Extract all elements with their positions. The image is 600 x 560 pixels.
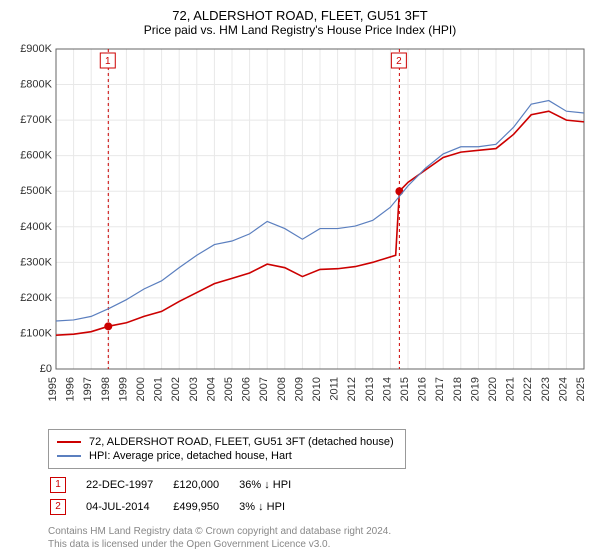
svg-text:£0: £0 <box>40 363 52 375</box>
svg-text:2020: 2020 <box>487 377 499 401</box>
table-row: 1 22-DEC-1997 £120,000 36% ↓ HPI <box>50 475 309 495</box>
svg-text:2: 2 <box>396 56 402 67</box>
svg-text:£200K: £200K <box>20 292 52 304</box>
svg-text:2003: 2003 <box>188 377 200 401</box>
footer-line: This data is licensed under the Open Gov… <box>48 538 592 551</box>
txn-diff: 3% ↓ HPI <box>239 497 309 517</box>
svg-text:2021: 2021 <box>505 377 517 401</box>
transaction-table: 1 22-DEC-1997 £120,000 36% ↓ HPI 2 04-JU… <box>48 473 311 519</box>
svg-text:1997: 1997 <box>82 377 94 401</box>
svg-text:2019: 2019 <box>469 377 481 401</box>
chart-area: £0 £100K £200K £300K £400K £500K £600K £700K £80… <box>8 43 592 423</box>
svg-text:£500K: £500K <box>20 185 52 197</box>
svg-text:2001: 2001 <box>153 377 165 401</box>
svg-text:1996: 1996 <box>65 377 77 401</box>
svg-text:2014: 2014 <box>381 377 393 401</box>
svg-text:2009: 2009 <box>293 377 305 401</box>
annotation-marker: 1 <box>50 477 66 493</box>
svg-text:2025: 2025 <box>575 377 587 401</box>
svg-text:1995: 1995 <box>47 377 59 401</box>
svg-text:2018: 2018 <box>452 377 464 401</box>
legend-label: 72, ALDERSHOT ROAD, FLEET, GU51 3FT (det… <box>89 436 394 448</box>
svg-text:2006: 2006 <box>241 377 253 401</box>
svg-text:£800K: £800K <box>20 79 52 91</box>
annotation-marker: 2 <box>50 499 66 515</box>
svg-text:2022: 2022 <box>522 377 534 401</box>
svg-text:2023: 2023 <box>540 377 552 401</box>
legend-row: 72, ALDERSHOT ROAD, FLEET, GU51 3FT (det… <box>57 436 397 448</box>
svg-text:2012: 2012 <box>346 377 358 401</box>
svg-text:2011: 2011 <box>329 377 341 401</box>
legend-swatch <box>57 455 81 457</box>
svg-text:£100K: £100K <box>20 327 52 339</box>
svg-text:£600K: £600K <box>20 150 52 162</box>
svg-text:1: 1 <box>105 56 111 67</box>
svg-text:2000: 2000 <box>135 377 147 401</box>
svg-text:2002: 2002 <box>170 377 182 401</box>
chart-subtitle: Price paid vs. HM Land Registry's House … <box>8 23 592 37</box>
txn-date: 04-JUL-2014 <box>86 497 171 517</box>
svg-text:£700K: £700K <box>20 114 52 126</box>
svg-text:2007: 2007 <box>258 377 270 401</box>
svg-text:2010: 2010 <box>311 377 323 401</box>
footer-line: Contains HM Land Registry data © Crown c… <box>48 525 592 538</box>
legend: 72, ALDERSHOT ROAD, FLEET, GU51 3FT (det… <box>48 429 406 469</box>
svg-text:2017: 2017 <box>434 377 446 401</box>
svg-text:2013: 2013 <box>364 377 376 401</box>
table-row: 2 04-JUL-2014 £499,950 3% ↓ HPI <box>50 497 309 517</box>
txn-price: £499,950 <box>173 497 237 517</box>
svg-text:1999: 1999 <box>117 377 129 401</box>
chart-title: 72, ALDERSHOT ROAD, FLEET, GU51 3FT <box>8 8 592 23</box>
svg-text:£400K: £400K <box>20 221 52 233</box>
txn-price: £120,000 <box>173 475 237 495</box>
chart-svg: £0 £100K £200K £300K £400K £500K £600K £700K £80… <box>8 43 592 423</box>
svg-text:1998: 1998 <box>100 377 112 401</box>
svg-text:2024: 2024 <box>557 377 569 401</box>
footer: Contains HM Land Registry data © Crown c… <box>48 525 592 551</box>
svg-text:2016: 2016 <box>417 377 429 401</box>
txn-date: 22-DEC-1997 <box>86 475 171 495</box>
svg-text:2008: 2008 <box>276 377 288 401</box>
legend-swatch <box>57 441 81 443</box>
svg-text:2004: 2004 <box>205 377 217 401</box>
svg-text:£300K: £300K <box>20 256 52 268</box>
legend-label: HPI: Average price, detached house, Hart <box>89 450 292 462</box>
svg-text:2005: 2005 <box>223 377 235 401</box>
svg-text:£900K: £900K <box>20 43 52 55</box>
svg-text:2015: 2015 <box>399 377 411 401</box>
legend-row: HPI: Average price, detached house, Hart <box>57 450 397 462</box>
txn-diff: 36% ↓ HPI <box>239 475 309 495</box>
